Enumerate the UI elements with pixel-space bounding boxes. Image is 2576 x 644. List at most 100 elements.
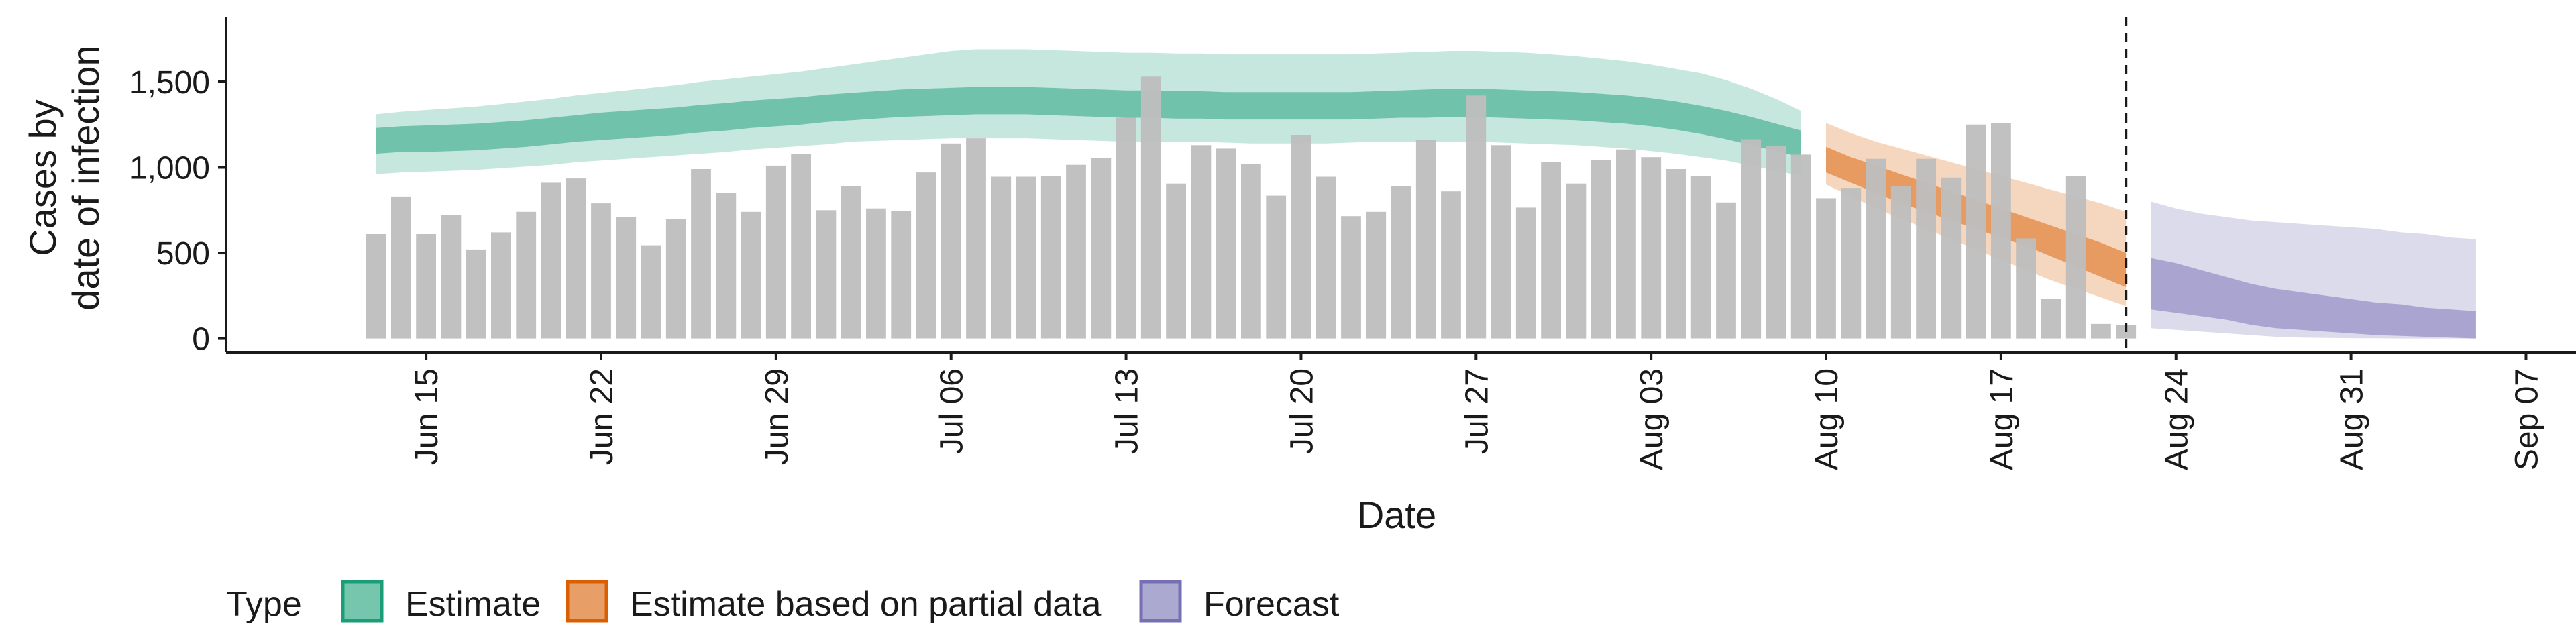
bar <box>966 138 986 339</box>
bar <box>616 217 637 339</box>
bar <box>791 154 811 339</box>
bar <box>1841 188 1862 339</box>
bar <box>1241 164 1261 339</box>
forecast-inner-band <box>2151 258 2476 339</box>
bar <box>1191 145 1212 339</box>
bar <box>541 182 561 339</box>
bar <box>1591 160 1611 339</box>
bar <box>941 143 961 339</box>
bar <box>416 234 436 339</box>
bar-layer <box>366 76 2137 339</box>
bar <box>1116 117 1136 339</box>
bar <box>916 172 936 339</box>
bar <box>1716 202 1736 339</box>
x-axis-ticks: Jun 15 Jun 22 Jun 29 Jul 06 Jul 13 Jul 20 Jul … <box>409 352 2545 470</box>
legend-title: Type <box>226 585 302 624</box>
bar <box>491 232 511 339</box>
bar <box>516 211 537 339</box>
x-tick-label: Aug 24 <box>2159 368 2195 470</box>
bar <box>1916 158 1936 339</box>
bar <box>441 215 462 339</box>
bar <box>891 211 912 339</box>
bar <box>1391 186 1411 339</box>
x-tick-label: Jul 20 <box>1284 368 1320 454</box>
bar <box>1341 216 1361 339</box>
legend-swatch <box>341 580 384 623</box>
bar <box>716 193 737 339</box>
axes <box>225 17 2576 354</box>
bar <box>1616 149 1636 339</box>
y-axis-title-line-2: date of infection <box>64 45 107 310</box>
bar <box>1216 148 1236 339</box>
x-tick-label: Jul 13 <box>1110 368 1145 454</box>
bar <box>1816 198 1836 339</box>
bar <box>841 186 861 339</box>
bar <box>1690 176 1711 339</box>
y-tick-label: 500 <box>156 236 210 272</box>
bar <box>1040 176 1061 339</box>
y-axis-ticks: 0 500 1,000 1,500 <box>129 65 226 358</box>
x-tick-label: Jun 29 <box>759 368 795 465</box>
bar <box>765 165 786 339</box>
x-tick-label: Aug 31 <box>2334 368 2370 470</box>
bar <box>1741 139 1762 339</box>
bar <box>816 210 837 339</box>
bar <box>1291 135 1311 339</box>
bar <box>1866 158 1886 339</box>
bar <box>1641 157 1662 339</box>
x-axis-title: Date <box>1357 494 1436 536</box>
bar <box>1515 207 1536 339</box>
y-tick-label: 0 <box>192 322 210 358</box>
bar <box>566 178 586 339</box>
bar <box>741 211 761 339</box>
x-tick-label: Jun 22 <box>584 368 620 465</box>
bar <box>1441 191 1461 339</box>
y-tick-label: 1,000 <box>129 151 210 186</box>
bar <box>1016 176 1036 339</box>
legend-item-label: Estimate <box>405 585 541 624</box>
y-tick-label: 1,500 <box>129 65 210 101</box>
bar <box>1415 140 1436 339</box>
bar <box>641 245 661 339</box>
x-tick-label: Aug 10 <box>1809 368 1845 470</box>
bar <box>2016 238 2036 339</box>
bar <box>1941 177 1962 339</box>
bar <box>1991 123 2011 339</box>
bar <box>691 169 711 339</box>
bar <box>2065 176 2086 339</box>
bar <box>1491 145 1511 339</box>
y-axis-title-line-1: Cases by <box>21 99 64 256</box>
bar <box>1566 183 1587 339</box>
x-tick-label: Jun 15 <box>409 368 445 465</box>
bar <box>591 203 611 339</box>
bar <box>466 249 486 339</box>
x-tick-label: Aug 17 <box>1984 368 2020 470</box>
bar <box>1366 211 1387 339</box>
x-tick-label: Jul 06 <box>934 368 970 454</box>
bar <box>1541 162 1561 339</box>
bar <box>2041 299 2061 339</box>
bar <box>1066 164 1086 339</box>
bar <box>1140 76 1161 339</box>
bar <box>391 196 411 339</box>
bar <box>1166 183 1186 339</box>
estimate-inner-band <box>376 87 1801 158</box>
x-tick-label: Aug 03 <box>1634 368 1670 470</box>
bar <box>1890 186 1911 339</box>
bar <box>1266 195 1287 339</box>
legend: Type Estimate Estimate based on partial d… <box>226 580 1340 624</box>
x-tick-label: Jul 27 <box>1459 368 1495 454</box>
bar <box>1966 124 1986 339</box>
x-tick-label: Sep 07 <box>2510 368 2545 470</box>
bar <box>1316 176 1336 339</box>
bar <box>1466 95 1487 339</box>
bar <box>1790 154 1811 339</box>
bar <box>1091 158 1112 339</box>
legend-swatch <box>1139 580 1182 623</box>
bar <box>366 234 386 339</box>
bar <box>665 219 686 339</box>
bar <box>1766 146 1786 339</box>
legend-swatch <box>566 580 608 623</box>
bar <box>1666 169 1686 339</box>
legend-item-label: Forecast <box>1203 585 1340 624</box>
